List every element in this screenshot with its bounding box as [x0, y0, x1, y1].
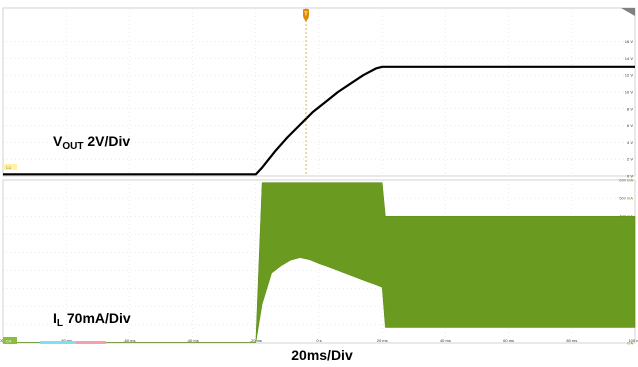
vout-y-tick-label: 10 V: [625, 90, 634, 95]
vout-y-tick-label: 12 V: [625, 73, 634, 78]
pink-indicator: [76, 341, 106, 344]
x-tick-label: 80 ms: [566, 338, 577, 343]
time-scale-label: 20ms/Div: [291, 347, 353, 363]
vout-gridlines: [2, 8, 636, 177]
svg-text:T: T: [304, 12, 308, 18]
trigger-position-marker: T: [303, 8, 309, 176]
x-tick-label: 40 ms: [440, 338, 451, 343]
il-panel: 0 A70 mA140 mA210 mA280 mA350 mA420 mA49…: [0, 178, 638, 346]
vout-y-tick-labels: 0 V 2 V 4 V 6 V 8 V 10 V 12 V 14 V 16 V: [625, 39, 634, 178]
x-tick-label: 20 ms: [377, 338, 388, 343]
svg-text:C1: C1: [6, 165, 12, 170]
vout-channel-marker: C1: [3, 164, 17, 170]
x-tick-label: -40 ms: [186, 338, 198, 343]
il-y-tick-label: 630 mA: [619, 178, 633, 183]
vout-trace: [3, 65, 635, 176]
svg-text:C4: C4: [6, 339, 12, 344]
vout-y-tick-label: 8 V: [627, 106, 633, 111]
il-scale-label: IL 70mA/Div: [53, 310, 131, 329]
x-tick-label: 100 ms: [628, 338, 638, 343]
x-tick-label: -60 ms: [123, 338, 135, 343]
vout-y-tick-label: 6 V: [627, 123, 633, 128]
il-y-tick-label: 0 A: [627, 341, 633, 346]
x-tick-label: -80 ms: [60, 338, 72, 343]
vout-y-tick-label: 0 V: [627, 174, 633, 179]
corner-tab-icon: [621, 8, 635, 16]
il-y-tick-label: 560 mA: [619, 196, 633, 201]
x-tick-label: 0 s: [316, 338, 321, 343]
x-tick-label: -20 ms: [250, 338, 262, 343]
cyan-indicator: [40, 341, 76, 344]
vout-y-tick-label: 16 V: [625, 39, 634, 44]
il-trace: [3, 182, 636, 343]
vout-y-tick-label: 4 V: [627, 140, 633, 145]
il-channel-marker: C4: [3, 337, 17, 344]
vout-y-tick-label: 14 V: [625, 56, 634, 61]
vout-panel: 0 V 2 V 4 V 6 V 8 V 10 V 12 V 14 V 16 V C1 VOUT …: [2, 7, 636, 179]
x-tick-label: 60 ms: [503, 338, 514, 343]
vout-y-tick-label: 2 V: [627, 157, 633, 162]
vout-scale-label: VOUT 2V/Div: [53, 133, 130, 152]
